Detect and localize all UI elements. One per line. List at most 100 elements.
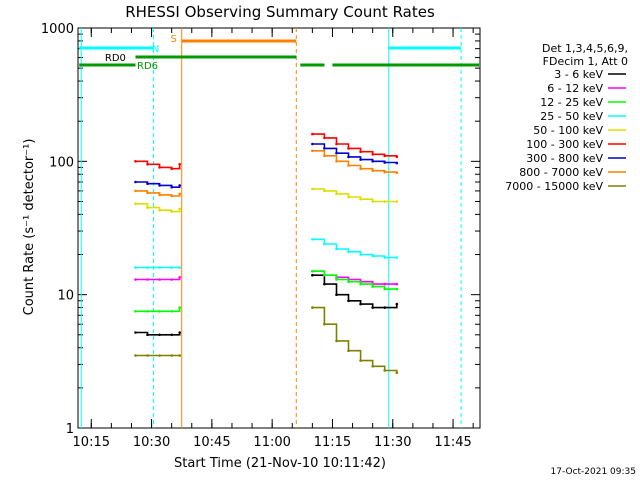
data-point-3-6-kev	[323, 282, 326, 286]
data-point-12-25-kev	[146, 310, 149, 313]
data-point-25-50-kev	[146, 266, 149, 269]
data-point-300-800-kev	[371, 160, 375, 163]
data-point-300-800-kev	[134, 180, 137, 184]
series-line-3-6-kev	[312, 274, 398, 309]
legend-entry-label: 12 - 25 keV	[540, 96, 603, 109]
series-line-25-50-kev	[312, 238, 397, 259]
data-point-100-300-kev	[323, 136, 326, 140]
data-point-100-300-kev	[359, 150, 362, 153]
data-point-3-6-kev	[383, 306, 387, 309]
data-point-3-6-kev	[395, 302, 399, 306]
data-point-800-7000-kev	[134, 189, 137, 193]
data-point-800-7000-kev	[347, 164, 350, 167]
data-point-300-800-kev	[359, 158, 362, 161]
legend-entry-label: 25 - 50 keV	[540, 110, 603, 123]
data-point-800-7000-kev	[383, 170, 387, 174]
data-point-300-800-kev	[347, 155, 350, 159]
data-point-50-100-kev	[323, 189, 326, 193]
data-point-7000-15000-kev	[359, 359, 362, 362]
data-point-25-50-kev	[158, 266, 161, 269]
x-tick-label: 11:30	[374, 435, 411, 450]
data-point-3-6-kev	[371, 306, 375, 309]
data-point-800-7000-kev	[158, 193, 161, 197]
data-point-12-25-kev	[371, 285, 375, 288]
legend: Det 1,3,4,5,6,9,FDecim 1, Att 03 - 6 keV…	[505, 42, 628, 193]
data-point-7000-15000-kev	[311, 306, 314, 309]
series-line-3-6-kev	[135, 331, 181, 336]
data-point-3-6-kev	[178, 331, 181, 334]
data-point-7000-15000-kev	[134, 354, 137, 357]
data-point-7000-15000-kev	[178, 354, 181, 357]
data-point-3-6-kev	[335, 293, 338, 297]
data-point-50-100-kev	[170, 210, 173, 213]
data-point-3-6-kev	[359, 302, 362, 306]
data-point-300-800-kev	[395, 161, 399, 165]
series-line-100-300-kev	[135, 160, 181, 170]
annotations-layer: NS RD0 RD6	[79, 28, 479, 428]
y-tick-label: 1000	[41, 22, 74, 37]
data-point-3-6-kev	[146, 333, 149, 337]
series-line-6-12-kev	[135, 277, 181, 281]
data-point-7000-15000-kev	[395, 371, 399, 375]
series-line-50-100-kev	[135, 203, 181, 213]
legend-entry-label: 50 - 100 keV	[533, 124, 603, 137]
data-point-12-25-kev	[170, 310, 173, 313]
data-point-25-50-kev	[170, 266, 173, 269]
data-point-7000-15000-kev	[347, 349, 350, 353]
data-point-7000-15000-kev	[158, 354, 161, 357]
data-point-25-50-kev	[395, 256, 399, 259]
plot-frame	[77, 27, 481, 429]
data-point-6-12-kev	[146, 278, 149, 281]
data-point-800-7000-kev	[359, 167, 362, 170]
flag-label-rd0: RD0	[105, 53, 126, 64]
series-layer	[134, 132, 399, 375]
x-tick-label: 10:30	[133, 435, 170, 450]
legend-header-line: FDecim 1, Att 0	[543, 55, 628, 68]
data-point-100-300-kev	[158, 166, 161, 169]
data-point-100-300-kev	[335, 142, 338, 146]
data-point-300-800-kev	[170, 185, 173, 189]
data-point-12-25-kev	[323, 273, 326, 277]
data-point-300-800-kev	[323, 147, 326, 150]
data-point-12-25-kev	[178, 306, 181, 309]
data-point-800-7000-kev	[178, 192, 181, 196]
series-line-300-800-kev	[135, 181, 181, 188]
data-point-50-100-kev	[371, 200, 375, 203]
data-point-7000-15000-kev	[383, 369, 387, 372]
legend-entry-label: 7000 - 15000 keV	[505, 180, 603, 193]
data-point-300-800-kev	[311, 142, 314, 146]
data-point-25-50-kev	[134, 266, 137, 269]
y-tick-label: 100	[49, 155, 74, 170]
data-point-100-300-kev	[311, 132, 314, 136]
data-point-800-7000-kev	[170, 194, 173, 198]
data-point-50-100-kev	[146, 206, 149, 209]
data-point-300-800-kev	[158, 184, 161, 187]
data-point-6-12-kev	[395, 282, 399, 286]
data-point-100-300-kev	[134, 160, 137, 163]
data-point-7000-15000-kev	[335, 339, 338, 343]
data-point-800-7000-kev	[146, 191, 149, 195]
data-point-50-100-kev	[158, 208, 161, 212]
footer-timestamp: 17-Oct-2021 09:35	[551, 467, 636, 477]
data-point-100-300-kev	[170, 167, 173, 170]
data-point-100-300-kev	[347, 147, 350, 150]
data-point-25-50-kev	[359, 253, 362, 256]
data-point-25-50-kev	[383, 256, 387, 259]
data-point-800-7000-kev	[395, 171, 399, 175]
flag-label-rd6: RD6	[137, 61, 158, 72]
data-point-7000-15000-kev	[170, 354, 173, 357]
legend-entry-label: 6 - 12 keV	[547, 82, 603, 95]
x-axis-label: Start Time (21-Nov-10 10:11:42)	[174, 456, 386, 471]
series-line-7000-15000-kev	[312, 306, 398, 373]
data-point-12-25-kev	[395, 287, 399, 291]
data-point-12-25-kev	[311, 269, 314, 273]
data-point-12-25-kev	[383, 287, 387, 291]
data-point-6-12-kev	[158, 278, 161, 281]
flag-label-s: S	[170, 34, 176, 45]
legend-entry-label: 3 - 6 keV	[554, 68, 603, 81]
data-point-50-100-kev	[335, 192, 338, 196]
data-point-25-50-kev	[335, 247, 338, 251]
y-tick-label: 1	[66, 422, 74, 437]
data-point-25-50-kev	[323, 242, 326, 246]
